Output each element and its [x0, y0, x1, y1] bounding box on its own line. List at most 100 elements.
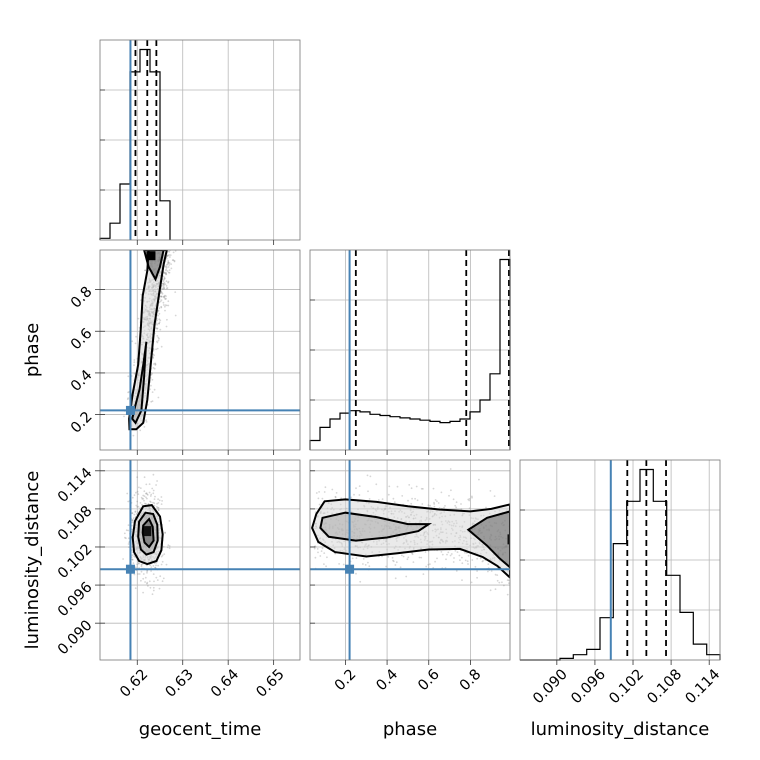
- sample-point: [405, 575, 408, 578]
- sample-point: [401, 495, 404, 497]
- sample-point: [438, 507, 441, 509]
- sample-point: [135, 335, 138, 338]
- sample-point: [467, 563, 469, 565]
- sample-point: [137, 505, 140, 508]
- tick-label-phase-y: 0.8: [68, 284, 96, 312]
- sample-point: [498, 581, 501, 584]
- tick-label-phase-y: 0.2: [68, 409, 96, 437]
- contour-geocent_time-phase-2: [143, 250, 165, 282]
- sample-point: [146, 493, 149, 495]
- sample-point: [165, 272, 167, 275]
- sample-point: [156, 319, 159, 322]
- sample-point: [367, 490, 369, 493]
- sample-point: [150, 400, 153, 403]
- sample-point: [432, 487, 435, 490]
- sample-point: [151, 487, 154, 490]
- sample-point: [168, 250, 171, 253]
- sample-point: [315, 492, 318, 494]
- sample-point: [152, 501, 154, 504]
- sample-point: [464, 551, 466, 554]
- sample-point: [434, 499, 437, 501]
- sample-point: [127, 391, 129, 394]
- sample-point: [489, 589, 492, 592]
- x-axis-label-geocent-time: geocent_time: [139, 719, 262, 740]
- sample-point: [155, 564, 157, 567]
- y-axis-label-phase: phase: [22, 323, 43, 377]
- sample-point: [410, 502, 413, 505]
- tick-label-luminosity_distance-x: 0.102: [606, 667, 647, 708]
- y-axis-label-luminosity-distance: luminosity_distance: [22, 471, 43, 650]
- sample-point: [163, 271, 166, 274]
- sample-point: [433, 505, 436, 508]
- sample-point: [166, 270, 169, 272]
- sample-point: [168, 254, 171, 256]
- sample-point: [144, 576, 147, 579]
- sample-point: [149, 495, 152, 497]
- tick-label-luminosity_distance-y: 0.102: [55, 541, 96, 582]
- sample-point: [168, 247, 170, 249]
- sample-point: [150, 501, 152, 503]
- sample-point: [155, 576, 158, 579]
- sample-point: [358, 485, 361, 487]
- sample-point: [468, 499, 471, 502]
- sample-point: [158, 318, 161, 321]
- sample-point: [506, 579, 509, 581]
- sample-point: [137, 573, 140, 575]
- sample-point: [152, 357, 155, 359]
- sample-point: [165, 266, 168, 269]
- sample-point: [506, 593, 509, 596]
- sample-point: [143, 490, 146, 493]
- sample-point: [168, 271, 171, 274]
- sample-point: [464, 559, 467, 562]
- sample-point: [433, 501, 435, 504]
- sample-point: [359, 580, 362, 583]
- sample-point: [132, 562, 135, 564]
- sample-point: [142, 497, 145, 500]
- grid-layer: [100, 40, 720, 660]
- sample-point: [164, 304, 167, 306]
- sample-point: [163, 295, 166, 298]
- sample-point: [145, 492, 148, 494]
- sample-point: [149, 500, 152, 503]
- sample-point: [142, 573, 145, 575]
- sample-point: [350, 496, 352, 499]
- sample-point: [131, 340, 134, 343]
- sample-point: [156, 480, 159, 482]
- sample-point: [141, 498, 144, 500]
- sample-point: [160, 305, 163, 308]
- contour-geocent_time-luminosity_distance-1: [137, 511, 159, 556]
- sample-point: [158, 587, 161, 590]
- sample-point: [139, 429, 142, 432]
- sample-point: [153, 580, 155, 583]
- sample-point: [156, 328, 159, 330]
- sample-point: [163, 276, 166, 279]
- contour-phase-luminosity_distance-0: [311, 498, 510, 579]
- sample-point: [160, 299, 163, 301]
- sample-point: [140, 579, 142, 582]
- sample-point: [164, 305, 166, 308]
- sample-point: [162, 286, 165, 289]
- sample-point: [323, 563, 325, 565]
- sample-point: [163, 297, 166, 299]
- sample-point: [164, 309, 166, 312]
- sample-point: [172, 251, 175, 254]
- sample-point: [449, 468, 452, 470]
- sample-point: [355, 572, 357, 575]
- sample-point: [125, 537, 127, 540]
- sample-point: [454, 549, 457, 552]
- sample-point: [427, 504, 430, 507]
- sample-point: [137, 317, 140, 320]
- sample-point: [321, 547, 324, 550]
- sample-point: [496, 574, 499, 576]
- sample-point: [157, 508, 160, 511]
- sample-point: [153, 363, 155, 365]
- sample-point: [139, 487, 142, 489]
- sample-point: [132, 434, 135, 437]
- sample-point: [167, 544, 170, 547]
- sample-point: [411, 552, 413, 554]
- sample-point: [460, 508, 463, 511]
- sample-point: [369, 475, 372, 478]
- sample-point: [165, 269, 167, 272]
- sample-point: [441, 553, 444, 556]
- density-fill-0: [129, 250, 167, 430]
